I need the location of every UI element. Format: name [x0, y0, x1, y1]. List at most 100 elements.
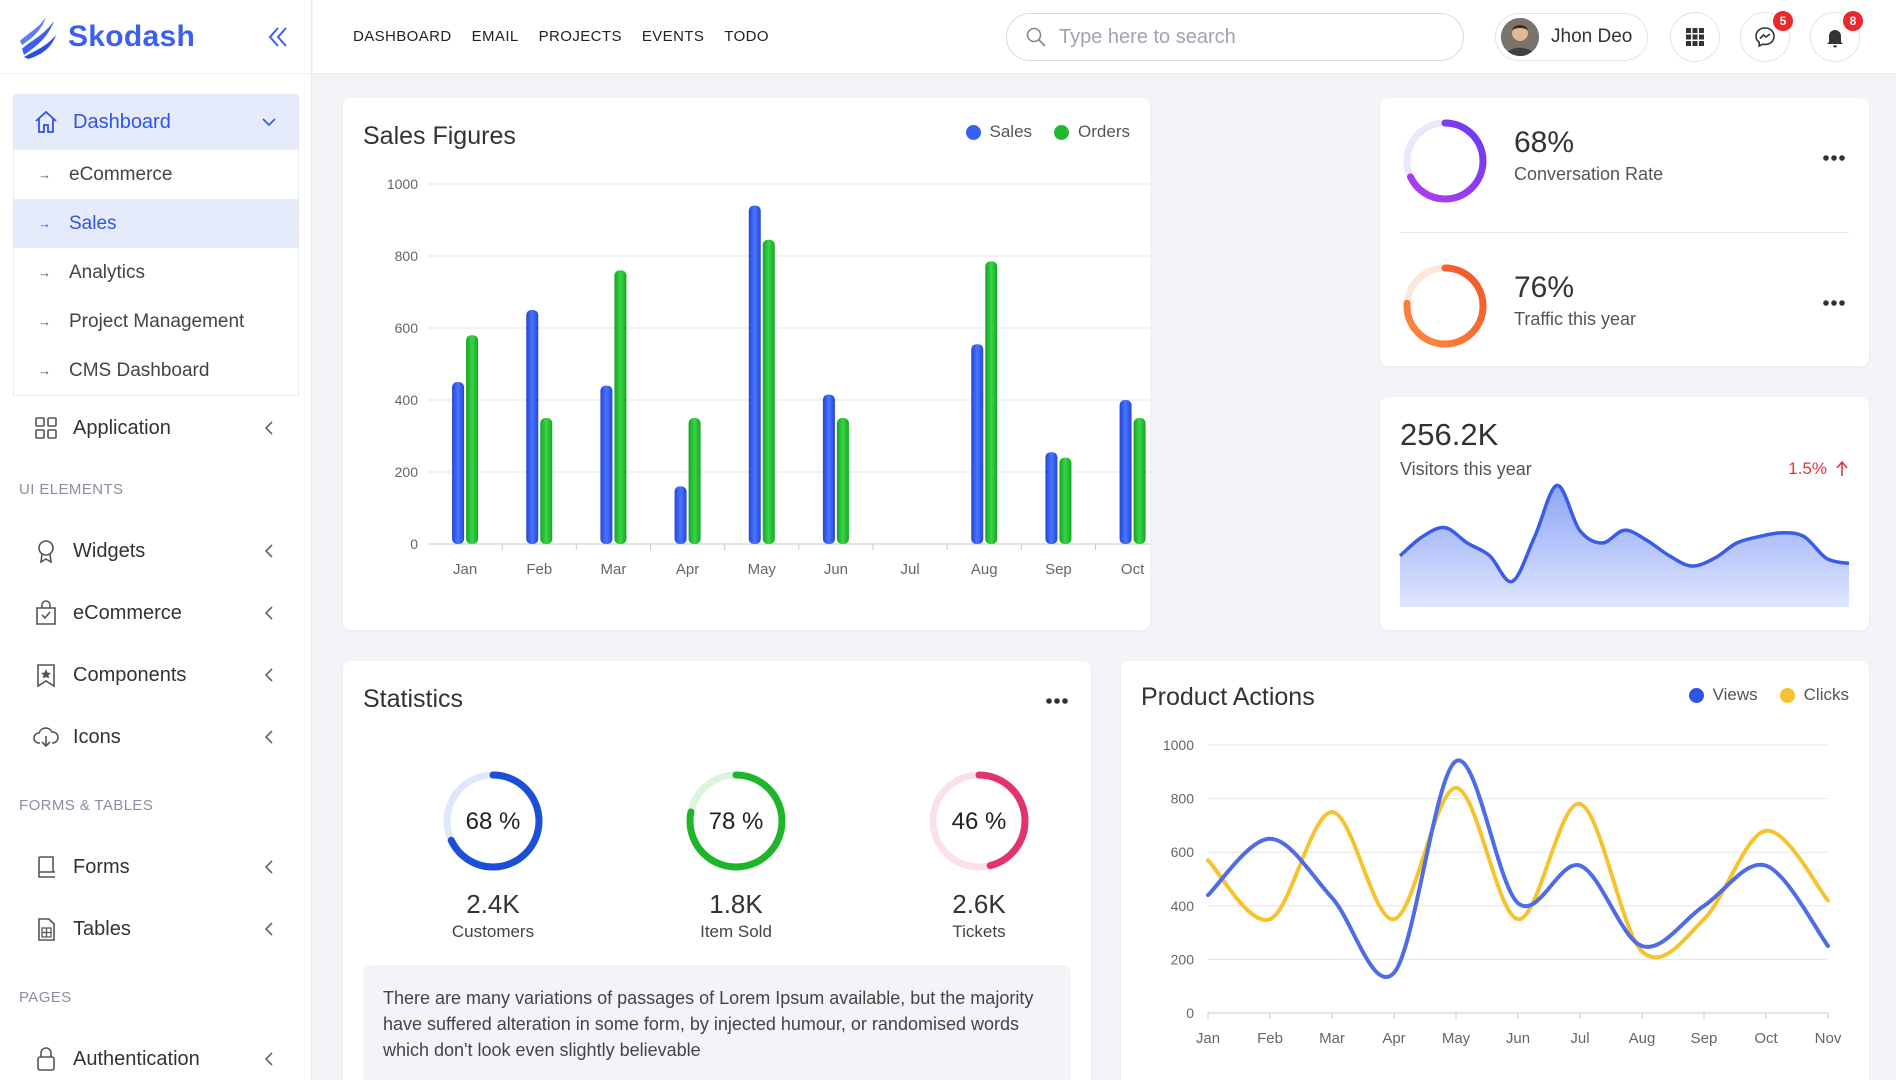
submenu-label: eCommerce: [69, 163, 173, 185]
x-tick-label: Aug: [1629, 1030, 1656, 1047]
y-tick-label: 800: [1171, 791, 1195, 807]
ring-percent-label: 78 %: [709, 808, 764, 835]
sidebar-item-label: Widgets: [73, 539, 146, 562]
sales-figures-card: Sales Figures Sales Orders 0 200 400 600 800…: [343, 98, 1150, 630]
bar-sales[interactable]: [600, 385, 613, 544]
submenu-item-cms-dashboard[interactable]: → CMS Dashboard: [14, 346, 298, 395]
bar-orders[interactable]: [1133, 418, 1146, 544]
y-tick-label: 200: [395, 464, 419, 480]
more-options-icon[interactable]: [1822, 299, 1846, 307]
legend-item-clicks[interactable]: Clicks: [1779, 685, 1849, 705]
bar-sales[interactable]: [526, 310, 539, 544]
apps-button[interactable]: [1670, 12, 1720, 62]
sidebar-item-tables[interactable]: Tables: [13, 898, 299, 960]
legend-item-views[interactable]: Views: [1688, 685, 1758, 705]
arrow-right-icon: →: [38, 363, 51, 378]
legend-item-orders[interactable]: Orders: [1054, 122, 1130, 142]
y-tick-label: 800: [395, 248, 419, 264]
sidebar-item-label: Authentication: [73, 1047, 200, 1070]
more-options-icon[interactable]: [1822, 154, 1846, 162]
y-tick-label: 0: [410, 536, 418, 552]
bar-orders[interactable]: [540, 418, 553, 544]
sidebar-item-icons[interactable]: Icons: [13, 706, 299, 768]
legend-item-sales[interactable]: Sales: [965, 122, 1032, 142]
sidebar-item-forms[interactable]: Forms: [13, 836, 299, 898]
search-input[interactable]: [1059, 25, 1439, 49]
chart-legend: Sales Orders: [965, 122, 1130, 142]
messages-button[interactable]: 5: [1740, 11, 1793, 62]
bar-orders[interactable]: [688, 418, 701, 544]
legend-label: Orders: [1078, 122, 1130, 141]
bar-orders[interactable]: [762, 239, 775, 545]
topnav-email[interactable]: EMAIL: [471, 28, 519, 45]
section-ui-elements: UI ELEMENTS: [19, 481, 124, 498]
stat-value: 1.8K: [709, 889, 763, 919]
bar-sales[interactable]: [822, 394, 835, 544]
messenger-icon: [1755, 27, 1775, 48]
dashboard-submenu: → eCommerce → Sales → Analytics → Project Ma…: [13, 150, 299, 396]
tickets-progress-ring: 46 %: [929, 771, 1029, 871]
sidebar-item-label: Forms: [73, 855, 130, 878]
sidebar-item-ecommerce[interactable]: eCommerce: [13, 582, 299, 644]
sidebar-item-dashboard[interactable]: Dashboard: [13, 94, 299, 150]
bar-sales[interactable]: [1119, 400, 1132, 544]
submenu-item-project-management[interactable]: → Project Management: [14, 297, 298, 346]
topnav-events[interactable]: EVENTS: [641, 28, 705, 45]
award-icon: [38, 540, 54, 564]
topnav-dashboard[interactable]: DASHBOARD: [353, 28, 452, 45]
collapse-sidebar-icon[interactable]: [262, 22, 292, 52]
arrow-right-icon: →: [38, 314, 51, 329]
bar-orders[interactable]: [614, 270, 627, 544]
bar-sales[interactable]: [452, 382, 465, 544]
notifications-button[interactable]: 8: [1810, 11, 1863, 62]
x-tick-label: Aug: [971, 561, 998, 578]
area-line: [1398, 483, 1850, 584]
bar-orders[interactable]: [836, 418, 849, 544]
bar-sales[interactable]: [674, 486, 687, 544]
product-actions-card: Product Actions Views Clicks 0 200 400 600 8…: [1121, 661, 1869, 1080]
statistics-card: Statistics 68 % 2.4K Customers 78 % 1.8K…: [343, 661, 1091, 1080]
x-tick-label: Jun: [1506, 1030, 1530, 1047]
sidebar-item-label: Components: [73, 663, 187, 686]
sidebar-item-authentication[interactable]: Authentication: [13, 1028, 299, 1080]
submenu-label: Sales: [69, 212, 117, 234]
brand-name[interactable]: Skodash: [68, 19, 196, 53]
sidebar-item-components[interactable]: Components: [13, 644, 299, 706]
more-options-icon[interactable]: [1045, 697, 1069, 705]
chevron-down-icon: [262, 118, 276, 127]
sidebar-item-label: eCommerce: [73, 601, 182, 624]
bar-sales[interactable]: [748, 205, 761, 544]
card-title: Sales Figures: [363, 122, 516, 150]
logo-icon: [20, 16, 56, 59]
legend-label: Views: [1712, 685, 1758, 704]
bar-sales[interactable]: [1045, 452, 1058, 544]
submenu-item-analytics[interactable]: → Analytics: [14, 248, 298, 297]
bar-orders[interactable]: [1059, 457, 1072, 544]
user-menu[interactable]: Jhon Deo: [1495, 13, 1648, 61]
legend-dot: [1779, 687, 1795, 703]
submenu-item-ecommerce[interactable]: → eCommerce: [14, 150, 298, 199]
chevron-left-icon: [264, 922, 273, 936]
topnav-todo[interactable]: TODO: [724, 28, 769, 45]
visitors-card: 256.2K Visitors this year 1.5%: [1380, 397, 1869, 630]
stat-label: Customers: [451, 922, 535, 941]
submenu-label: Analytics: [69, 261, 146, 283]
x-tick-label: Mar: [600, 561, 626, 578]
x-tick-label: Jul: [900, 561, 919, 578]
arrow-right-icon: →: [38, 265, 51, 280]
stat-label: Item Sold: [700, 922, 772, 941]
bar-orders[interactable]: [466, 335, 479, 544]
sidebar-item-application[interactable]: Application: [13, 400, 299, 456]
x-tick-label: Jan: [1196, 1030, 1220, 1047]
bar-orders[interactable]: [985, 261, 998, 544]
conversion-progress-ring: [1403, 119, 1487, 203]
arrow-right-icon: →: [38, 167, 51, 182]
submenu-item-sales[interactable]: → Sales: [14, 199, 298, 248]
y-tick-label: 600: [1171, 844, 1195, 860]
bar-sales[interactable]: [971, 344, 984, 544]
topnav-projects[interactable]: PROJECTS: [538, 28, 622, 45]
y-tick-label: 1000: [1163, 737, 1194, 753]
sidebar-item-widgets[interactable]: Widgets: [13, 520, 299, 582]
x-tick-label: Apr: [1382, 1030, 1405, 1047]
y-tick-label: 200: [1171, 951, 1195, 967]
